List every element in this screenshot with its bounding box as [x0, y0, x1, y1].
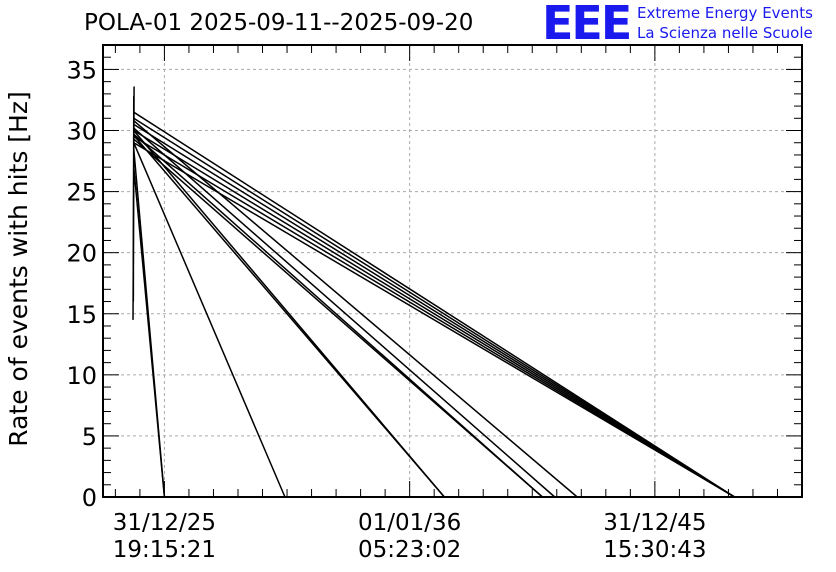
y-axis-label: Rate of events with hits [Hz]	[4, 91, 33, 446]
y-tick-label: 15	[66, 301, 97, 329]
y-tick-label: 10	[66, 362, 97, 390]
x-tick-label-time: 05:23:02	[358, 537, 461, 563]
series-segment	[133, 167, 166, 498]
grid-lines	[103, 45, 802, 497]
series-lines	[132, 86, 735, 498]
x-tick-label-time: 19:15:21	[113, 537, 216, 563]
y-tick-labels: 0 5 10 15 20 25 30 35	[66, 56, 97, 512]
series-segment	[133, 123, 735, 498]
series-segment	[133, 127, 556, 498]
y-tick-label: 5	[82, 423, 97, 451]
y-tick-label: 30	[66, 118, 97, 146]
series-segment	[133, 129, 735, 498]
logo-caption-line1: Extreme Energy Events	[637, 4, 813, 22]
series-segment	[133, 117, 735, 498]
plot-frame	[102, 44, 803, 498]
series-segment	[133, 111, 735, 498]
y-tick-label: 20	[66, 240, 97, 268]
logo-caption-line2: La Scienza nelle Scuole	[637, 24, 813, 42]
x-tick-label-time: 15:30:43	[603, 537, 706, 563]
logo-caption: Extreme Energy Events La Scienza nelle S…	[637, 3, 813, 43]
series-segment	[133, 134, 445, 498]
x-tick-label-date: 01/01/36	[358, 510, 461, 536]
y-tick-label: 0	[82, 484, 97, 512]
y-tick-label: 35	[66, 56, 97, 84]
chart-title: POLA-01 2025-09-11--2025-09-20	[84, 10, 474, 36]
eee-logo: EEE	[542, 0, 632, 50]
series-segment	[133, 135, 735, 498]
x-tick-label-date: 31/12/25	[113, 510, 216, 536]
series-segment	[133, 133, 543, 498]
series-segment	[133, 142, 286, 498]
axis-ticks	[103, 44, 802, 498]
series-segment	[133, 142, 735, 498]
y-tick-label: 25	[66, 179, 97, 207]
series-segment	[133, 120, 578, 498]
x-tick-label-date: 31/12/45	[603, 510, 706, 536]
